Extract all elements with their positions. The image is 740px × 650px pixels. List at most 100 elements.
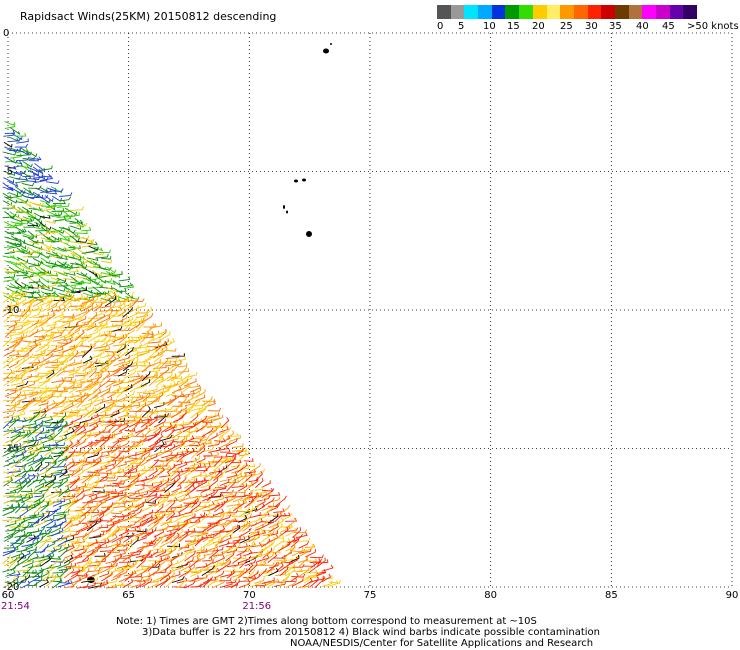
wind-barb — [63, 286, 75, 293]
wind-barb — [27, 446, 39, 454]
wind-barb — [26, 473, 36, 483]
wind-barb — [203, 565, 216, 572]
wind-barb — [128, 316, 137, 327]
wind-barb — [207, 575, 219, 587]
wind-barb — [32, 335, 45, 343]
wind-barb — [95, 403, 106, 413]
wind-barb — [69, 477, 79, 489]
wind-barb — [3, 221, 17, 228]
wind-barb — [166, 527, 178, 539]
wind-barb — [177, 520, 189, 532]
wind-barb — [224, 517, 236, 528]
colorbar-swatch — [505, 5, 520, 19]
wind-barb — [27, 293, 42, 299]
wind-barb — [195, 554, 206, 563]
wind-barb — [80, 383, 93, 394]
wind-barb — [242, 522, 251, 532]
wind-barb — [87, 518, 101, 522]
wind-barb — [147, 458, 159, 471]
wind-barb — [76, 449, 87, 457]
wind-barb — [143, 335, 155, 347]
wind-barb — [4, 340, 18, 351]
wind-barb — [2, 411, 15, 419]
wind-barb — [77, 573, 89, 582]
wind-barb — [56, 385, 67, 399]
wind-barb — [10, 516, 21, 524]
wind-barb — [74, 334, 86, 348]
wind-barb — [52, 200, 67, 205]
wind-barb — [220, 417, 230, 429]
wind-barb — [69, 432, 78, 441]
wind-barb — [214, 525, 225, 537]
wind-barb — [284, 567, 296, 577]
wind-barb — [57, 537, 68, 547]
wind-barb — [123, 563, 136, 572]
wind-barb — [75, 300, 86, 308]
wind-barb — [171, 429, 183, 439]
wind-barb — [226, 569, 235, 579]
wind-barb — [146, 323, 156, 333]
wind-barb — [218, 559, 232, 564]
wind-barb — [16, 191, 30, 199]
wind-barb — [33, 530, 43, 542]
wind-barb — [214, 438, 226, 442]
wind-barb — [52, 577, 63, 589]
wind-barb — [93, 557, 104, 569]
wind-barb — [64, 583, 75, 588]
wind-barb — [273, 532, 282, 542]
wind-barb — [63, 381, 75, 392]
wind-barb — [208, 513, 222, 517]
wind-barb — [135, 316, 146, 324]
wind-barb — [298, 583, 310, 588]
island-shape — [286, 210, 288, 214]
wind-barb — [200, 485, 211, 493]
wind-barb — [106, 526, 118, 539]
wind-barb — [58, 547, 68, 559]
wind-barb — [146, 453, 158, 462]
wind-barb — [152, 565, 161, 577]
wind-barb — [4, 267, 13, 275]
wind-barb — [171, 576, 185, 583]
wind-barb — [218, 427, 232, 439]
wind-barb — [111, 444, 120, 454]
wind-barb — [34, 162, 45, 172]
wind-barb — [285, 544, 296, 557]
wind-barb — [112, 334, 125, 343]
wind-barb — [11, 480, 22, 484]
wind-barb — [136, 302, 147, 309]
wind-barb — [35, 343, 46, 353]
wind-barb — [201, 510, 211, 522]
wind-barb — [71, 313, 82, 322]
wind-barb — [237, 472, 247, 483]
wind-barb — [80, 560, 93, 573]
wind-barb — [165, 354, 180, 359]
wind-barb — [22, 451, 32, 462]
wind-barb — [3, 132, 16, 137]
wind-barb — [242, 549, 253, 557]
wind-barb — [165, 510, 176, 522]
wind-barb — [262, 490, 271, 501]
wind-barb — [82, 581, 96, 589]
wind-barb — [233, 470, 242, 479]
wind-barb — [40, 429, 50, 434]
colorbar-label: 15 — [507, 21, 520, 32]
wind-barb — [118, 514, 132, 523]
wind-barb — [134, 448, 146, 457]
wind-barb — [93, 338, 107, 343]
wind-barb — [4, 243, 14, 249]
wind-barb — [28, 185, 42, 190]
wind-barb — [290, 537, 300, 548]
wind-barb — [122, 509, 136, 517]
wind-barb — [190, 501, 202, 512]
wind-barb — [8, 192, 19, 197]
wind-barb — [134, 554, 146, 564]
wind-barb — [314, 576, 324, 589]
wind-barb — [172, 528, 184, 539]
wind-barb — [88, 368, 97, 378]
wind-barb — [63, 471, 75, 477]
wind-barb — [280, 523, 294, 528]
wind-barb — [226, 495, 236, 504]
wind-barb — [23, 420, 37, 427]
wind-barb — [184, 481, 195, 492]
wind-barb — [129, 305, 139, 313]
